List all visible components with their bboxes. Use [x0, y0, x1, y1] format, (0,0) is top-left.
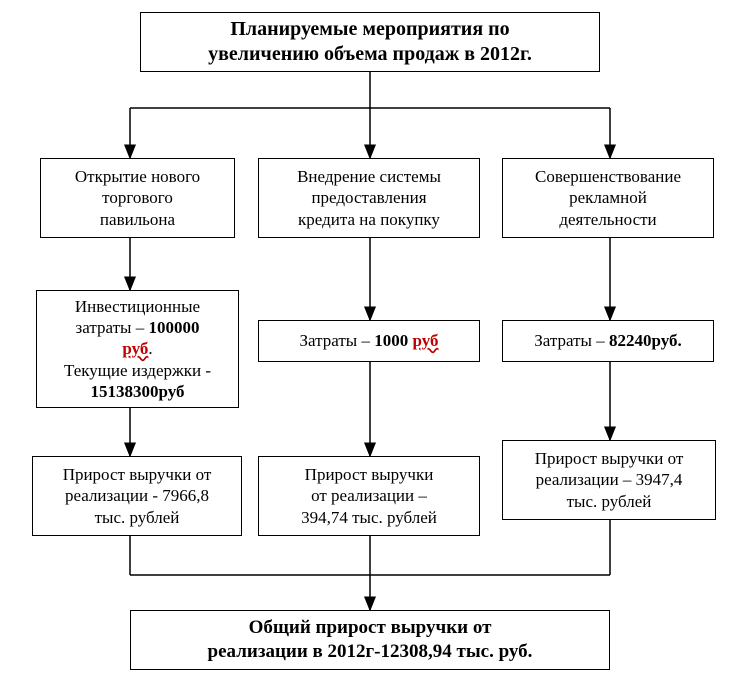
result-line1: Общий прирост выручки от: [137, 616, 603, 640]
node-col3-revenue: Прирост выручки от реализации – 3947,4 т…: [502, 440, 716, 520]
text: Открытие нового: [47, 166, 228, 187]
node-result: Общий прирост выручки от реализации в 20…: [130, 610, 610, 670]
text: деятельности: [509, 209, 707, 230]
text: руб.: [43, 338, 232, 359]
text: реализации - 7966,8: [39, 485, 235, 506]
node-col1-costs: Инвестиционные затраты – 100000 руб. Тек…: [36, 290, 239, 408]
text: тыс. рублей: [39, 507, 235, 528]
title-line1: Планируемые мероприятия по: [147, 17, 593, 42]
text: предоставления: [265, 187, 473, 208]
node-col3-action: Совершенствование рекламной деятельности: [502, 158, 714, 238]
node-col1-action: Открытие нового торгового павильона: [40, 158, 235, 238]
text: Затраты –: [300, 331, 375, 350]
text: павильона: [47, 209, 228, 230]
text: Затраты –: [534, 331, 609, 350]
text: затраты –: [76, 318, 149, 337]
value: 15138300руб: [43, 381, 232, 402]
node-col1-revenue: Прирост выручки от реализации - 7966,8 т…: [32, 456, 242, 536]
text: Прирост выручки от: [39, 464, 235, 485]
node-col2-action: Внедрение системы предоставления кредита…: [258, 158, 480, 238]
text: Инвестиционные: [43, 296, 232, 317]
text: Прирост выручки: [265, 464, 473, 485]
text: торгового: [47, 187, 228, 208]
node-col2-costs: Затраты – 1000 руб: [258, 320, 480, 362]
node-col2-revenue: Прирост выручки от реализации – 394,74 т…: [258, 456, 480, 536]
text: кредита на покупку: [265, 209, 473, 230]
text: тыс. рублей: [509, 491, 709, 512]
text: реализации – 3947,4: [509, 469, 709, 490]
value: руб: [412, 331, 438, 350]
value: 1000: [374, 331, 412, 350]
node-title: Планируемые мероприятия по увеличению об…: [140, 12, 600, 72]
text: 394,74 тыс. рублей: [265, 507, 473, 528]
text: рекламной: [509, 187, 707, 208]
value: руб: [122, 339, 148, 358]
text: затраты – 100000: [43, 317, 232, 338]
text: Совершенствование: [509, 166, 707, 187]
text: Текущие издержки -: [43, 360, 232, 381]
value: 100000: [148, 318, 199, 337]
text: Прирост выручки от: [509, 448, 709, 469]
text: Затраты – 1000 руб: [265, 330, 473, 351]
text: Затраты – 82240руб.: [509, 330, 707, 351]
text: Внедрение системы: [265, 166, 473, 187]
text: от реализации –: [265, 485, 473, 506]
title-line2: увеличению объема продаж в 2012г.: [147, 42, 593, 67]
value: 82240руб.: [609, 331, 682, 350]
node-col3-costs: Затраты – 82240руб.: [502, 320, 714, 362]
result-line2: реализации в 2012г-12308,94 тыс. руб.: [137, 640, 603, 664]
